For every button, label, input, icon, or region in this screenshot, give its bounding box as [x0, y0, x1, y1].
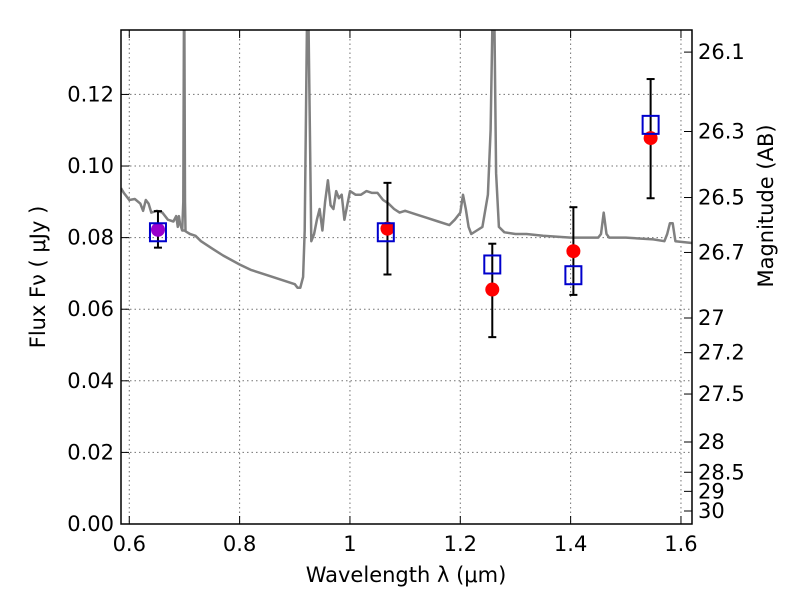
- data-point: [566, 244, 581, 259]
- model-point: [148, 222, 167, 243]
- right-tick-label: 28.5: [698, 460, 745, 484]
- x-tick-label: 0.6: [113, 532, 146, 556]
- x-tick-label: 1.4: [554, 532, 587, 556]
- x-tick-label: 1.6: [664, 532, 697, 556]
- y-tick-label: 0.06: [67, 297, 114, 321]
- right-tick-label: 26.7: [698, 240, 745, 264]
- right-tick-label: 27.5: [698, 382, 745, 406]
- x-tick-label: 1: [343, 532, 356, 556]
- y-axis-label: Flux Fν ( μJy ): [26, 206, 50, 349]
- right-tick-label: 30: [698, 499, 725, 523]
- plot-area: [121, 30, 692, 339]
- y-tick-label: 0.02: [67, 440, 114, 464]
- right-tick-label: 26.5: [698, 186, 745, 210]
- right-tick-label: 29: [698, 479, 725, 503]
- y-tick-label: 0.10: [67, 154, 114, 178]
- data-point: [380, 221, 395, 236]
- plot-frame: [120, 29, 693, 525]
- x-axis-label: Wavelength λ (μm): [306, 563, 507, 587]
- model-point: [483, 254, 502, 275]
- model-point: [564, 265, 583, 286]
- spectrum-line: [121, 30, 692, 289]
- x-tick-label: 0.8: [223, 532, 256, 556]
- model-point: [641, 114, 660, 135]
- data-point: [485, 282, 500, 297]
- model-point: [376, 222, 395, 243]
- right-tick-label: 26.3: [698, 119, 745, 143]
- y-tick-label: 0.08: [67, 226, 114, 250]
- x-tick-label: 1.2: [444, 532, 477, 556]
- right-tick-label: 26.1: [698, 40, 745, 64]
- y-tick-label: 0.04: [67, 369, 114, 393]
- right-tick-label: 27: [698, 306, 725, 330]
- y-tick-label: 0.12: [67, 82, 114, 106]
- grid: [121, 30, 692, 524]
- right-tick-label: 28: [698, 430, 725, 454]
- data-point: [150, 222, 165, 237]
- right-tick-label: 27.2: [698, 341, 745, 365]
- spectrum-line: [180, 30, 187, 231]
- axis-ticks: 0.6 0.8 1 1.2 1.4 1.6 0.00 0.02 0.04 0.06 0.08 0.10…: [67, 30, 745, 556]
- y-axis-right-label: Magnitude (AB): [754, 124, 778, 287]
- y-tick-label: 0.00: [67, 512, 114, 536]
